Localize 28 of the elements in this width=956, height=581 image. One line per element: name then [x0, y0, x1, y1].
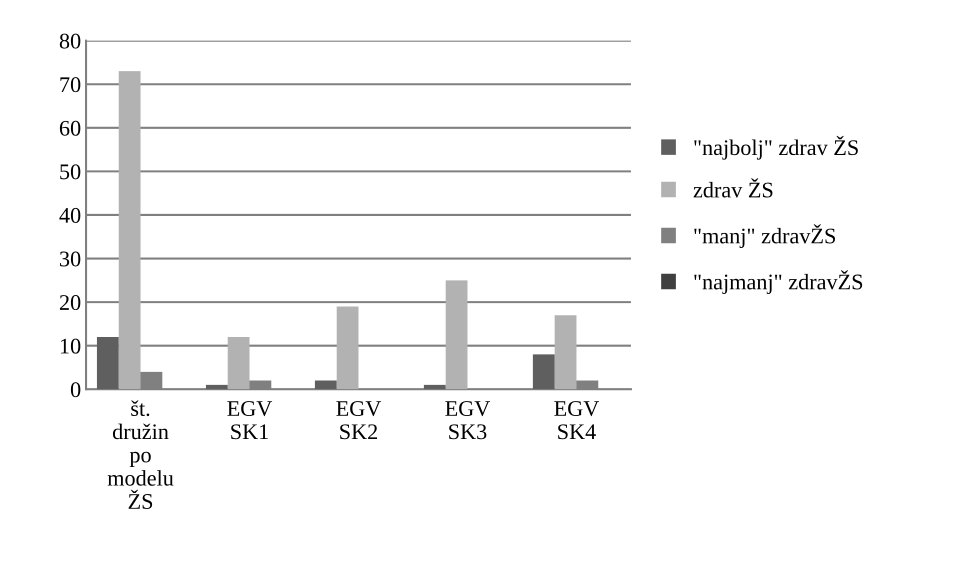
bar — [206, 384, 228, 390]
y-tick-label: 80 — [60, 34, 80, 49]
y-tick-label: 30 — [60, 251, 80, 266]
y-tick-label: 60 — [60, 120, 80, 136]
x-tick-label: EGV SK1 — [227, 401, 272, 440]
x-tick-label: EGV SK4 — [554, 401, 600, 440]
x-tick-label: EGV SK3 — [445, 401, 490, 440]
legend-label: zdrav ŽS — [694, 178, 772, 198]
y-tick-label: 10 — [60, 338, 80, 354]
bar — [118, 71, 141, 390]
y-tick-label: 20 — [60, 295, 80, 310]
x-tick-label: EGV SK2 — [336, 401, 382, 440]
bar — [96, 336, 119, 390]
bar — [336, 306, 358, 390]
bar — [228, 336, 250, 390]
x-tick-label: št. družin po modelu ŽS — [108, 400, 174, 509]
y-tick-label: 70 — [60, 77, 80, 92]
bar — [532, 354, 555, 390]
bar — [446, 280, 468, 390]
bar — [554, 315, 576, 390]
y-tick-label: 40 — [59, 208, 80, 223]
y-tick-label: 50 — [60, 164, 80, 180]
legend-label: "najbolj" zdrav ŽS — [694, 136, 858, 160]
bar — [314, 380, 337, 390]
bar — [424, 384, 446, 390]
legend-label: "najmanj" zdravŽS — [694, 270, 862, 294]
legend-label: "manj" zdravŽS — [694, 224, 836, 248]
y-tick-label: 0 — [70, 382, 80, 398]
